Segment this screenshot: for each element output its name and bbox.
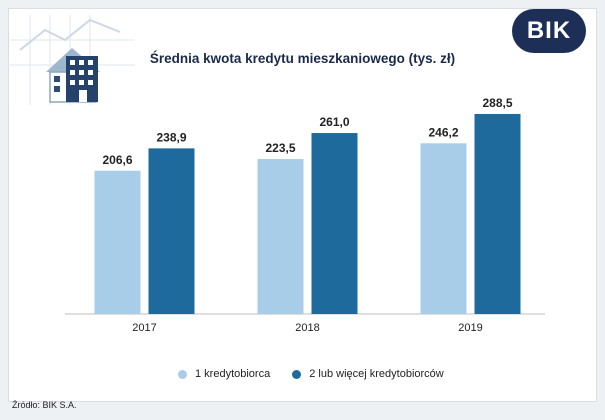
- bar-2018-series-1: [257, 159, 304, 314]
- x-tick-label-2017: 2017: [132, 322, 156, 334]
- bar-2017-series-2: [148, 148, 195, 314]
- data-label-2018-series-1: 223,5: [265, 141, 295, 155]
- chart-title: Średnia kwota kredytu mieszkaniowego (ty…: [149, 51, 456, 66]
- bar-2018-series-2: [311, 133, 358, 314]
- data-label-2019-series-1: 246,2: [428, 125, 458, 139]
- legend-item-series-1: 1 kredytobiorca: [178, 368, 270, 380]
- legend-swatch-series-1: [178, 369, 187, 379]
- bik-logo-text: BIK: [526, 17, 572, 44]
- bar-2019-series-2: [474, 113, 521, 315]
- legend-label-series-2: 2 lub więcej kredytobiorców: [309, 368, 444, 380]
- source-note: Źródło: BIK S.A.: [12, 400, 77, 410]
- bar-2019-series-1: [420, 143, 467, 314]
- legend-label-series-1: 1 kredytobiorca: [195, 368, 271, 380]
- data-label-2018-series-2: 261,0: [319, 115, 349, 129]
- bik-logo: BIK: [512, 9, 586, 53]
- house-building-icon: [10, 15, 135, 105]
- chart-legend: 1 kredytobiorca 2 lub więcej kredytobior…: [178, 368, 466, 380]
- x-tick-label-2018: 2018: [295, 322, 319, 334]
- data-label-2017-series-2: 238,9: [156, 130, 186, 144]
- data-label-2019-series-2: 288,5: [482, 96, 512, 110]
- x-tick-label-2019: 2019: [458, 322, 482, 334]
- legend-item-series-2: 2 lub więcej kredytobiorców: [292, 368, 444, 380]
- data-label-2017-series-1: 206,6: [102, 153, 132, 167]
- bar-2017-series-1: [94, 170, 141, 314]
- legend-swatch-series-2: [292, 369, 302, 379]
